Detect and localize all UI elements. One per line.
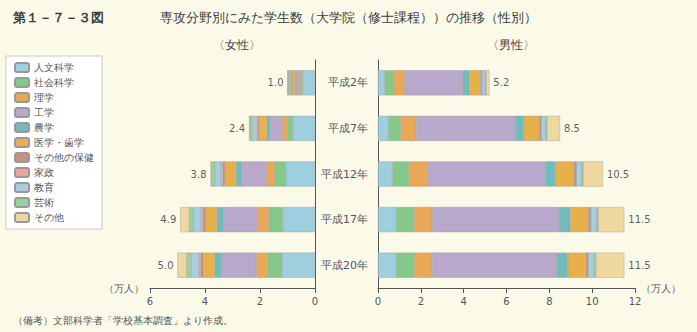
- svg-text:芸術: 芸術: [34, 197, 54, 208]
- svg-text:5.2: 5.2: [493, 77, 509, 88]
- svg-text:農学: 農学: [34, 122, 54, 133]
- svg-text:11.5: 11.5: [628, 214, 650, 225]
- svg-text:11.5: 11.5: [628, 260, 650, 271]
- svg-text:4: 4: [460, 296, 466, 307]
- svg-text:3.8: 3.8: [191, 169, 207, 180]
- svg-text:理学: 理学: [34, 92, 54, 103]
- svg-text:2.4: 2.4: [229, 123, 245, 134]
- svg-text:2: 2: [257, 296, 263, 307]
- svg-text:平成2年: 平成2年: [328, 76, 368, 89]
- svg-text:その他: その他: [34, 212, 64, 223]
- svg-text:6: 6: [147, 296, 153, 307]
- svg-text:〈女性〉: 〈女性〉: [213, 38, 261, 52]
- svg-text:10.5: 10.5: [607, 169, 629, 180]
- svg-text:〈男性〉: 〈男性〉: [487, 38, 535, 52]
- svg-text:10: 10: [586, 296, 599, 307]
- svg-text:工学: 工学: [34, 107, 54, 118]
- svg-text:6: 6: [503, 296, 509, 307]
- svg-text:人文科学: 人文科学: [34, 62, 74, 73]
- svg-text:8.5: 8.5: [564, 123, 580, 134]
- svg-text:（万人）: （万人）: [104, 283, 144, 294]
- svg-text:平成20年: 平成20年: [321, 259, 368, 272]
- svg-text:教育: 教育: [34, 182, 54, 193]
- svg-text:4: 4: [202, 296, 208, 307]
- svg-text:4.9: 4.9: [160, 214, 176, 225]
- svg-text:家政: 家政: [34, 167, 54, 178]
- svg-text:8: 8: [546, 296, 552, 307]
- svg-text:0: 0: [375, 296, 381, 307]
- svg-text:12: 12: [629, 296, 642, 307]
- svg-text:（備考）文部科学者「学校基本調査」より作成。: （備考）文部科学者「学校基本調査」より作成。: [13, 315, 233, 326]
- svg-text:平成12年: 平成12年: [321, 168, 368, 181]
- svg-text:第１－７－３図: 第１－７－３図: [12, 10, 104, 25]
- svg-text:医学・歯学: 医学・歯学: [34, 137, 84, 148]
- svg-text:2: 2: [418, 296, 424, 307]
- svg-text:専攻分野別にみた学生数（大学院（修士課程））の推移（性別）: 専攻分野別にみた学生数（大学院（修士課程））の推移（性別）: [160, 10, 537, 25]
- svg-text:0: 0: [312, 296, 318, 307]
- svg-text:社会科学: 社会科学: [34, 77, 74, 88]
- svg-text:平成17年: 平成17年: [321, 213, 368, 226]
- svg-text:（万人）: （万人）: [641, 283, 681, 294]
- svg-text:平成7年: 平成7年: [328, 122, 368, 135]
- svg-text:5.0: 5.0: [158, 260, 174, 271]
- svg-text:1.0: 1.0: [268, 77, 284, 88]
- svg-text:その他の保健: その他の保健: [34, 152, 94, 163]
